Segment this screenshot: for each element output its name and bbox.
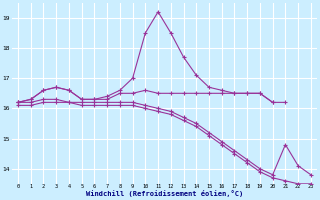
X-axis label: Windchill (Refroidissement éolien,°C): Windchill (Refroidissement éolien,°C) xyxy=(86,190,243,197)
